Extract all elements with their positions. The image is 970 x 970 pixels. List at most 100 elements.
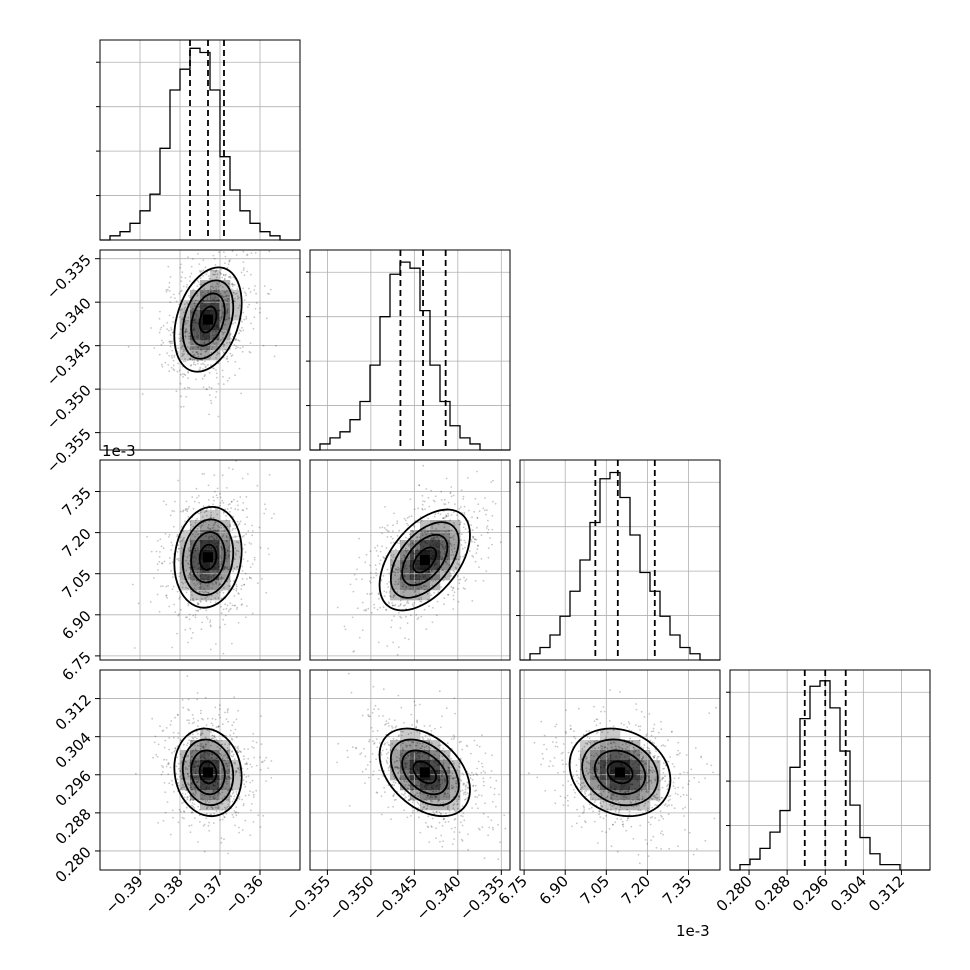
sample-point: [407, 754, 409, 757]
sample-point: [385, 720, 388, 722]
sample-point: [435, 614, 438, 617]
sample-point: [425, 488, 428, 490]
sample-point: [242, 250, 245, 253]
sample-point: [199, 311, 202, 313]
sample-point: [428, 749, 431, 751]
sample-point: [228, 260, 231, 262]
sample-point: [608, 827, 611, 830]
sample-point: [439, 785, 442, 788]
sample-point: [400, 730, 403, 733]
sample-point: [176, 551, 179, 553]
sample-point: [200, 270, 203, 273]
sample-point: [655, 776, 658, 779]
sample-point: [193, 763, 196, 766]
sample-point: [390, 563, 393, 566]
sample-point: [398, 767, 400, 770]
sample-point: [426, 573, 429, 576]
sample-point: [156, 755, 159, 758]
sample-point: [141, 393, 144, 395]
sample-point: [677, 753, 680, 756]
sample-point: [196, 737, 198, 740]
sample-point: [454, 790, 457, 793]
density-cell: [200, 740, 211, 751]
sample-point: [441, 715, 443, 718]
sample-point: [394, 782, 397, 784]
sample-point: [655, 793, 658, 796]
sample-point: [617, 752, 620, 755]
sample-point: [214, 521, 217, 524]
sample-point: [685, 794, 688, 796]
density-cell: [440, 760, 451, 771]
sample-point: [430, 789, 432, 791]
density-cell: [420, 780, 431, 791]
sample-point: [451, 772, 454, 775]
sample-point: [467, 786, 470, 789]
sample-point: [204, 736, 207, 739]
sample-point: [190, 782, 193, 785]
sample-point: [444, 503, 447, 506]
sample-point: [185, 328, 188, 331]
sample-point: [224, 623, 227, 626]
sample-point: [174, 297, 176, 299]
sample-point: [168, 748, 171, 751]
density-cell: [200, 780, 211, 791]
sample-point: [673, 777, 676, 780]
sample-point: [422, 738, 425, 741]
sample-point: [657, 789, 660, 791]
sample-point: [416, 719, 418, 722]
sample-point: [398, 568, 401, 570]
sample-point: [651, 766, 653, 769]
sample-point: [199, 575, 202, 577]
sample-point: [394, 568, 397, 570]
sample-point: [207, 484, 210, 487]
sample-point: [183, 387, 186, 390]
sample-point: [212, 737, 215, 740]
sample-point: [630, 758, 633, 761]
sample-point: [209, 621, 211, 623]
sample-point: [229, 341, 232, 343]
sample-point: [182, 743, 185, 746]
sample-point: [200, 586, 203, 588]
sample-point: [410, 785, 412, 787]
sample-point: [656, 758, 658, 760]
sample-point: [225, 357, 228, 360]
sample-point: [228, 800, 231, 803]
sample-point: [670, 804, 673, 807]
sample-point: [419, 575, 421, 578]
sample-point: [373, 743, 375, 745]
sample-point: [184, 581, 187, 584]
sample-point: [453, 524, 456, 526]
density-cell: [220, 530, 231, 541]
sample-point: [401, 747, 404, 749]
sample-point: [389, 744, 391, 747]
sample-point: [218, 584, 221, 587]
sample-point: [268, 250, 271, 253]
sample-point: [220, 564, 223, 566]
sample-point: [430, 742, 433, 744]
sample-point: [216, 757, 218, 760]
sample-point: [153, 577, 155, 579]
sample-point: [212, 526, 215, 529]
sample-point: [601, 745, 604, 748]
sample-point: [386, 645, 389, 647]
sample-point: [270, 760, 273, 762]
sample-point: [210, 309, 213, 311]
sample-point: [368, 740, 370, 743]
sample-point: [458, 762, 461, 765]
sample-point: [192, 806, 195, 808]
sample-point: [447, 501, 450, 504]
sample-point: [369, 550, 372, 553]
sample-point: [461, 789, 464, 792]
sample-point: [654, 804, 656, 806]
sample-point: [609, 689, 611, 691]
sample-point: [413, 525, 416, 528]
sample-point: [427, 738, 429, 741]
sample-point: [194, 521, 197, 524]
sample-point: [449, 519, 452, 522]
sample-point: [482, 780, 485, 783]
sample-point: [497, 823, 499, 826]
sample-point: [222, 618, 225, 621]
density-cell: [220, 780, 231, 791]
sample-point: [127, 345, 130, 348]
sample-point: [636, 780, 639, 782]
